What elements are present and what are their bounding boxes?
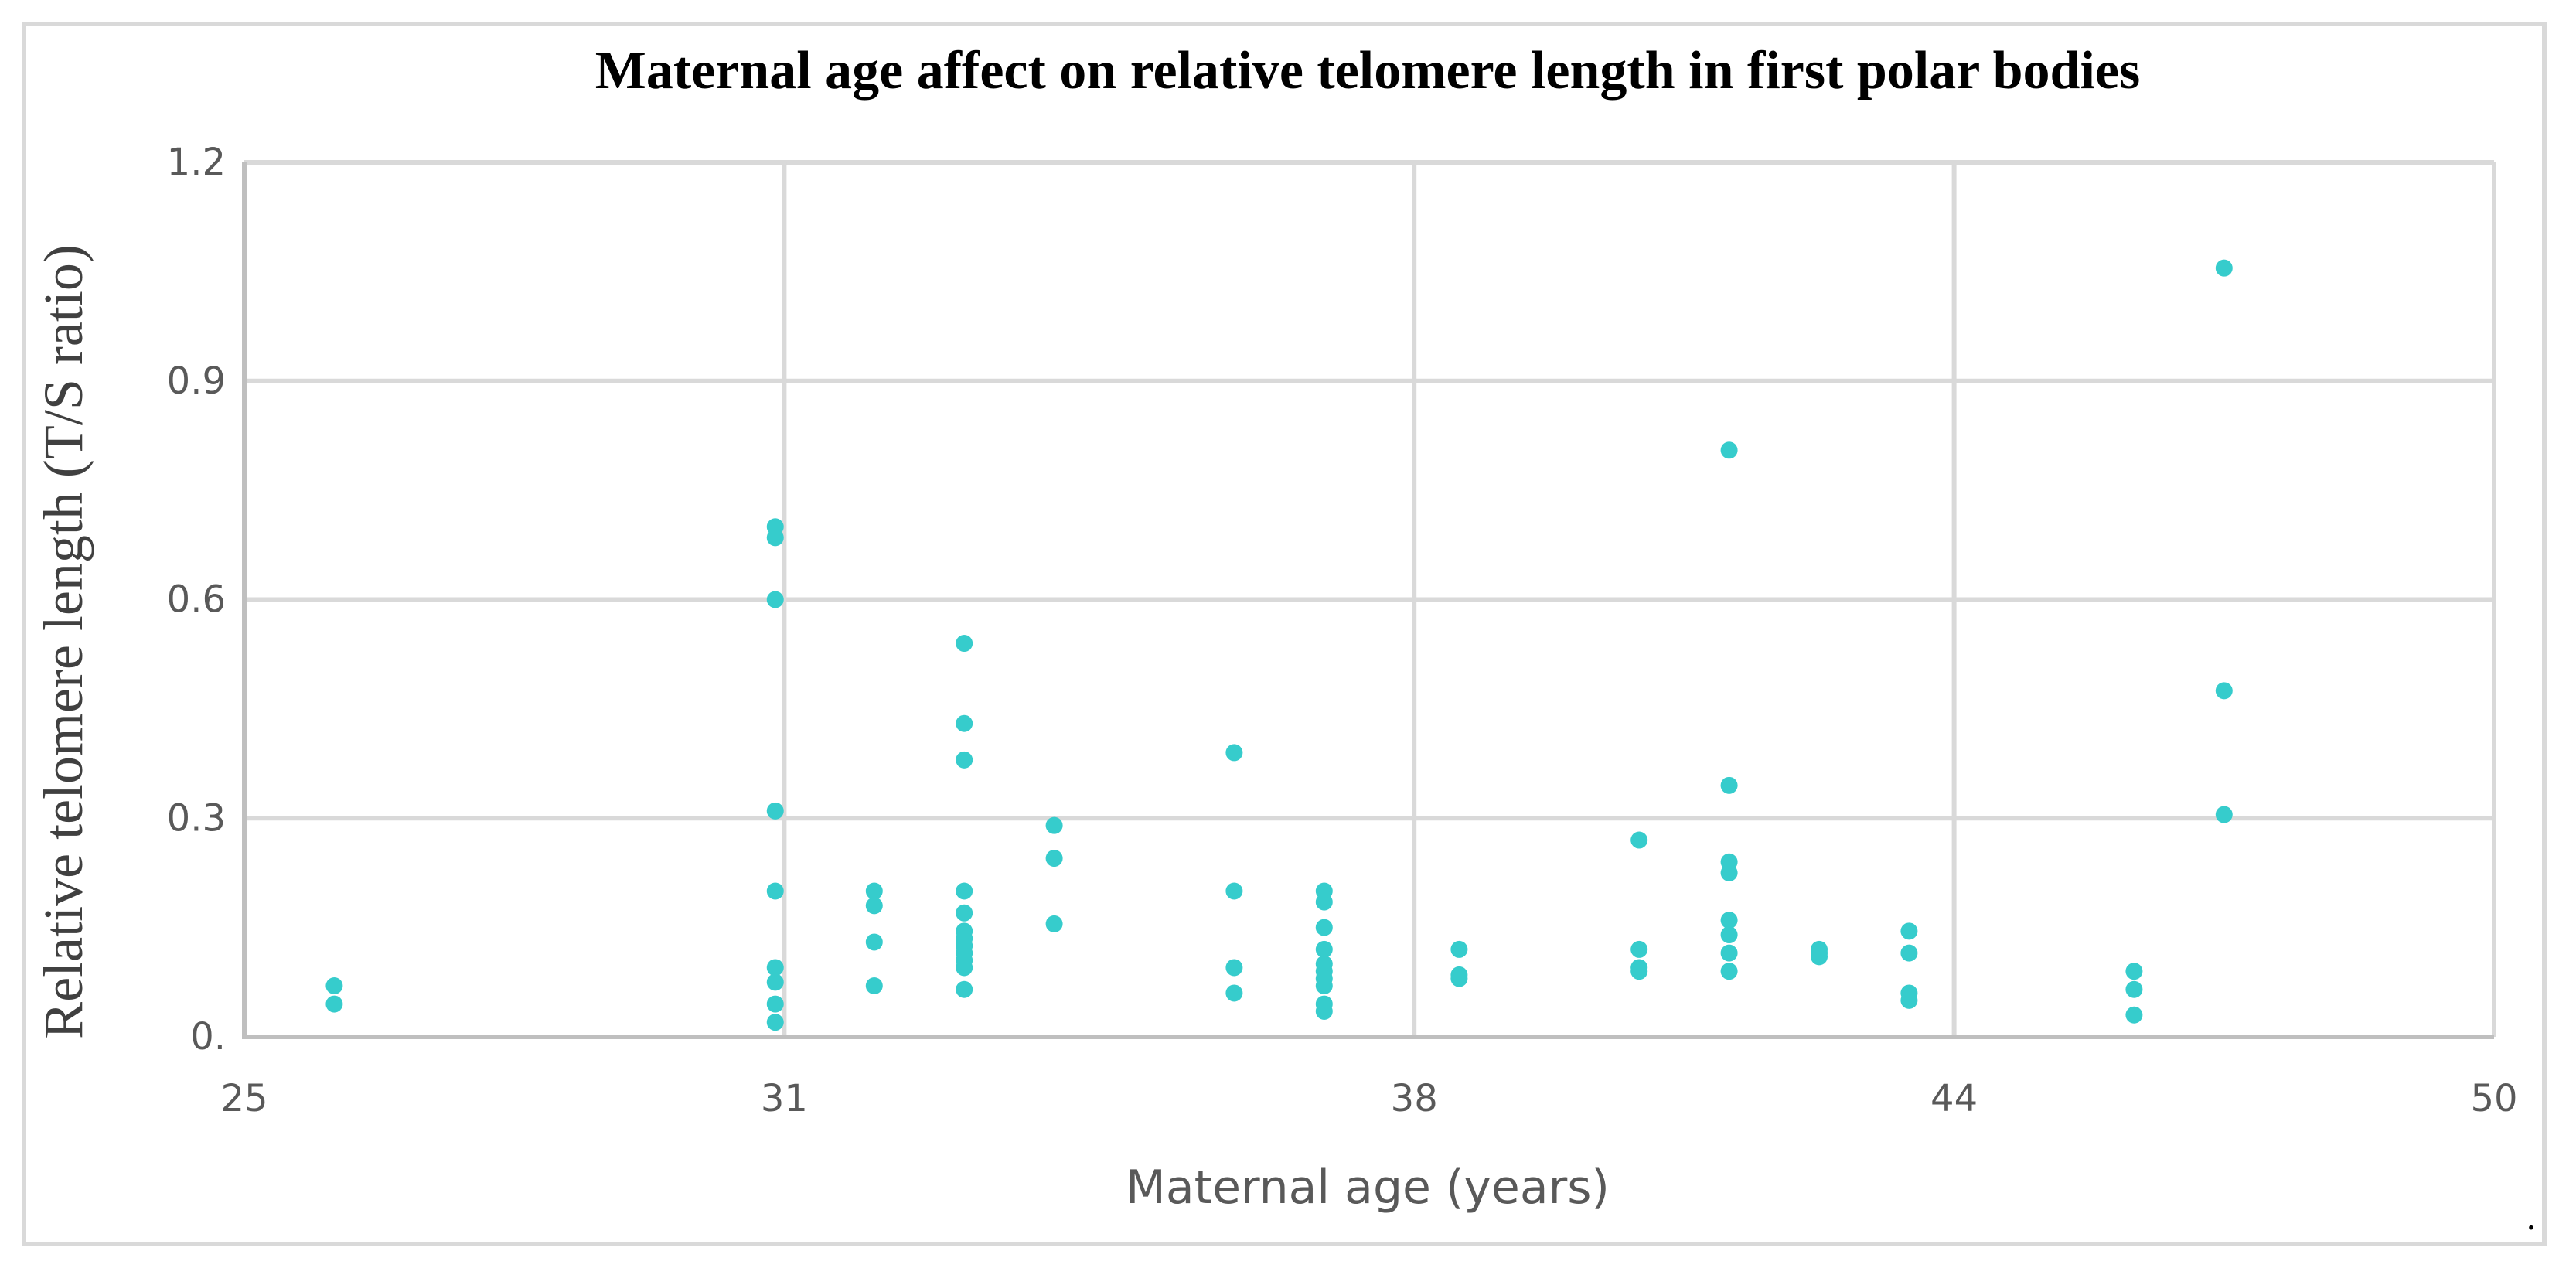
data-point <box>1720 912 1738 929</box>
data-point <box>325 995 343 1013</box>
data-point <box>1720 441 1738 459</box>
data-point <box>1315 940 1333 958</box>
data-points <box>325 259 2233 1031</box>
data-point <box>956 882 973 900</box>
data-point <box>766 995 784 1013</box>
data-point <box>1720 926 1738 944</box>
y-tick-label: 0.6 <box>167 578 226 622</box>
data-point <box>1225 959 1243 977</box>
x-tick-label: 25 <box>220 1077 267 1120</box>
data-point <box>766 591 784 608</box>
data-point <box>1900 944 1918 962</box>
data-point <box>1045 850 1063 867</box>
data-point <box>865 897 883 915</box>
data-point <box>766 973 784 991</box>
y-tick-label: 0.3 <box>167 796 226 840</box>
data-point <box>1315 919 1333 936</box>
x-tick-labels: 25 31 38 44 50 <box>220 1077 2517 1120</box>
data-point <box>865 977 883 995</box>
data-point <box>1811 948 1828 966</box>
data-point <box>1630 831 1648 849</box>
data-point <box>1900 991 1918 1009</box>
y-axis-title: Relative telomere length (T/S ratio) <box>32 244 94 1039</box>
x-tick-label: 38 <box>1391 1077 1438 1120</box>
data-point <box>1225 744 1243 762</box>
data-point <box>2215 806 2233 823</box>
data-point <box>1225 882 1243 900</box>
y-tick-label: 0. <box>190 1015 226 1058</box>
data-point <box>766 802 784 820</box>
corner-period: . <box>2527 1197 2536 1238</box>
data-point <box>865 882 883 900</box>
data-point <box>2215 259 2233 277</box>
chart-frame: Maternal age affect on relative telomere… <box>22 22 2547 1246</box>
data-point <box>1720 864 1738 881</box>
scatter-chart: Maternal age affect on relative telomere… <box>32 41 2518 1215</box>
data-point <box>1630 963 1648 980</box>
data-point <box>2215 682 2233 700</box>
data-point <box>766 529 784 547</box>
data-point <box>766 1014 784 1031</box>
data-point <box>1720 963 1738 980</box>
data-point <box>1315 977 1333 995</box>
data-point <box>2125 980 2143 998</box>
data-point <box>2125 1006 2143 1024</box>
data-point <box>956 980 973 998</box>
data-point <box>2125 963 2143 980</box>
y-tick-label: 0.9 <box>167 360 226 403</box>
data-point <box>1045 816 1063 834</box>
grid-layer <box>244 160 2496 1037</box>
data-point <box>956 714 973 732</box>
data-point <box>865 933 883 951</box>
data-point <box>956 635 973 653</box>
data-point <box>1900 922 1918 940</box>
data-point <box>956 959 973 977</box>
data-point <box>1315 893 1333 911</box>
data-point <box>325 977 343 995</box>
data-point <box>766 959 784 977</box>
chart-title: Maternal age affect on relative telomere… <box>595 41 2140 101</box>
data-point <box>1630 940 1648 958</box>
data-point <box>1045 915 1063 932</box>
data-point <box>956 751 973 769</box>
x-tick-label: 31 <box>761 1077 808 1120</box>
y-tick-labels: 0. 0.3 0.6 0.9 1.2 <box>167 141 226 1058</box>
axis-layer <box>242 162 2494 1039</box>
data-point <box>1225 984 1243 1002</box>
data-point <box>766 882 784 900</box>
y-tick-label: 1.2 <box>167 141 226 184</box>
data-point <box>1720 944 1738 962</box>
data-point <box>1450 970 1468 987</box>
data-point <box>1315 1003 1333 1021</box>
data-point <box>956 904 973 922</box>
x-tick-label: 50 <box>2470 1077 2517 1120</box>
data-point <box>1450 940 1468 958</box>
data-point <box>1720 776 1738 794</box>
x-tick-label: 44 <box>1930 1077 1978 1120</box>
x-axis-title: Maternal age (years) <box>1126 1161 1610 1215</box>
